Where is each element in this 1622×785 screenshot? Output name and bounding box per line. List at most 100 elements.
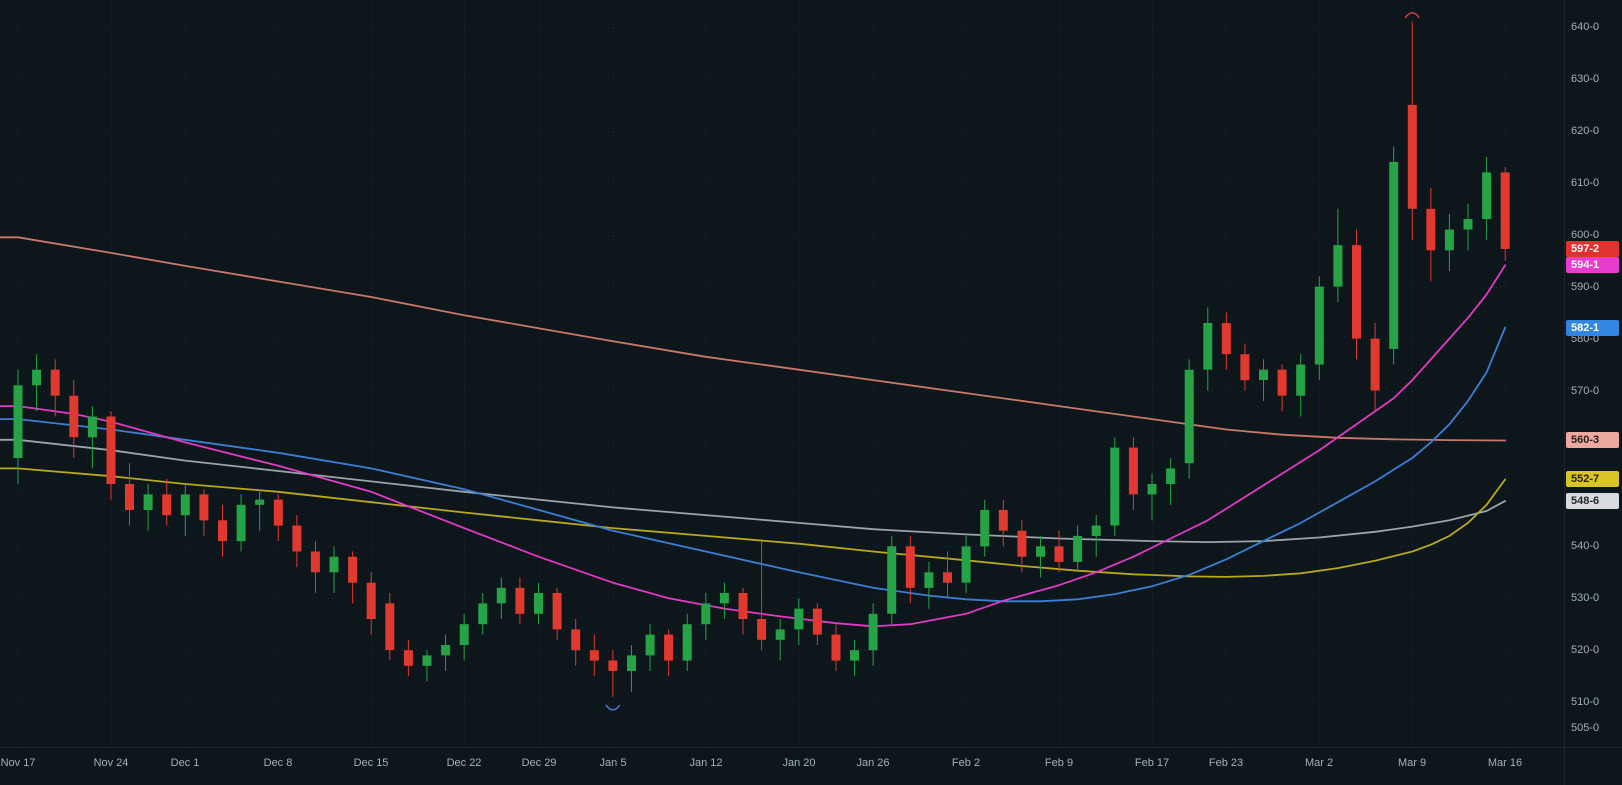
candle[interactable] xyxy=(199,489,209,536)
candle[interactable] xyxy=(310,541,320,593)
candle[interactable] xyxy=(552,587,562,640)
candle[interactable] xyxy=(441,634,451,671)
candle[interactable] xyxy=(1500,167,1510,261)
candle[interactable] xyxy=(1166,458,1176,505)
candle[interactable] xyxy=(1221,312,1231,370)
candle[interactable] xyxy=(515,577,525,625)
candle[interactable] xyxy=(757,541,767,651)
candle[interactable] xyxy=(1314,276,1324,381)
candle[interactable] xyxy=(571,619,581,666)
candle[interactable] xyxy=(1147,473,1157,521)
candle[interactable] xyxy=(1333,208,1343,303)
candle[interactable] xyxy=(218,504,227,557)
last-price-badge: 597-2 xyxy=(1566,241,1619,257)
candle[interactable] xyxy=(143,484,153,531)
candle[interactable] xyxy=(422,650,432,682)
candle[interactable] xyxy=(162,478,172,526)
candle[interactable] xyxy=(478,593,488,635)
candle[interactable] xyxy=(1110,437,1120,536)
candle[interactable] xyxy=(943,551,952,599)
candle[interactable] xyxy=(905,535,915,604)
candle[interactable] xyxy=(961,535,971,593)
low-arc-marker[interactable] xyxy=(605,704,621,711)
candle[interactable] xyxy=(794,598,804,645)
candle[interactable] xyxy=(87,406,97,469)
candle[interactable] xyxy=(701,593,711,640)
candle[interactable] xyxy=(180,484,190,536)
candle[interactable] xyxy=(1184,359,1194,479)
candle[interactable] xyxy=(1091,515,1101,557)
candle[interactable] xyxy=(719,582,729,619)
ma-line-pink[interactable] xyxy=(0,264,1507,628)
candle[interactable] xyxy=(255,489,265,531)
candle[interactable] xyxy=(1036,535,1045,578)
candle[interactable] xyxy=(1407,21,1417,240)
candle[interactable] xyxy=(1426,188,1436,282)
price-axis[interactable]: 640-0 630-0 620-0 610-0 600-0 590-0 580-0 570-0… xyxy=(1564,0,1622,747)
candle[interactable] xyxy=(273,494,283,542)
candle[interactable] xyxy=(608,650,618,697)
candle[interactable] xyxy=(13,369,23,484)
candle[interactable] xyxy=(69,380,79,458)
candle[interactable] xyxy=(106,411,116,500)
ma-line-rose[interactable] xyxy=(0,236,1507,442)
candle[interactable] xyxy=(980,499,990,557)
candle[interactable] xyxy=(1073,525,1083,573)
candle[interactable] xyxy=(403,639,413,677)
candle[interactable] xyxy=(1389,146,1399,365)
time-axis-label: Feb 2 xyxy=(951,757,981,769)
ma-line-gray[interactable] xyxy=(0,438,1507,543)
candle[interactable] xyxy=(1277,364,1287,412)
candle[interactable] xyxy=(1017,520,1027,573)
candle[interactable] xyxy=(998,499,1008,547)
candle[interactable] xyxy=(329,546,339,593)
candle[interactable] xyxy=(868,603,878,666)
candle[interactable] xyxy=(645,624,655,671)
candle[interactable] xyxy=(1128,437,1138,510)
time-axis-row: Nov 17 Nov 24 Dec 1 Dec 8 Dec 15 Dec 22 Dec 29… xyxy=(0,747,1622,785)
candle[interactable] xyxy=(1240,343,1250,391)
axis-corner xyxy=(1564,748,1622,785)
candle[interactable] xyxy=(534,582,543,625)
candle[interactable] xyxy=(125,463,134,526)
candle[interactable] xyxy=(850,639,859,677)
candle[interactable] xyxy=(1259,359,1268,401)
candle[interactable] xyxy=(1370,323,1380,412)
candle[interactable] xyxy=(1296,354,1306,417)
ma-line-yellow[interactable] xyxy=(0,467,1507,578)
ma-price-badge-rose: 560-3 xyxy=(1566,432,1619,448)
candle[interactable] xyxy=(1352,229,1361,360)
candle[interactable] xyxy=(812,603,822,645)
candle[interactable] xyxy=(1463,203,1473,251)
candle[interactable] xyxy=(236,494,246,552)
candle[interactable] xyxy=(664,629,674,677)
candle[interactable] xyxy=(887,535,897,625)
candle[interactable] xyxy=(50,359,60,417)
time-axis[interactable]: Nov 17 Nov 24 Dec 1 Dec 8 Dec 15 Dec 22 Dec 29… xyxy=(0,748,1564,785)
candle[interactable] xyxy=(496,577,506,620)
candle[interactable] xyxy=(589,634,599,677)
candle[interactable] xyxy=(366,572,376,635)
candle[interactable] xyxy=(348,551,358,604)
price-tick-label: 630-0 xyxy=(1571,73,1600,85)
candle[interactable] xyxy=(1054,530,1064,573)
high-arc-marker[interactable] xyxy=(1404,12,1420,19)
candle[interactable] xyxy=(775,619,785,661)
candle[interactable] xyxy=(32,354,42,412)
candle[interactable] xyxy=(924,561,934,609)
candle[interactable] xyxy=(831,624,841,671)
candle[interactable] xyxy=(1203,307,1213,391)
candle[interactable] xyxy=(1444,213,1454,272)
candle[interactable] xyxy=(682,613,692,671)
candle[interactable] xyxy=(738,587,748,635)
candle[interactable] xyxy=(459,613,469,661)
candle[interactable] xyxy=(1482,156,1492,240)
candle[interactable] xyxy=(292,515,302,568)
chart-canvas[interactable] xyxy=(0,0,1564,747)
price-tick-label: 520-0 xyxy=(1571,644,1600,656)
candle[interactable] xyxy=(385,593,395,661)
candlestick-chart[interactable] xyxy=(0,0,1564,747)
ma-line-blue[interactable] xyxy=(0,326,1507,603)
candle[interactable] xyxy=(627,645,636,692)
